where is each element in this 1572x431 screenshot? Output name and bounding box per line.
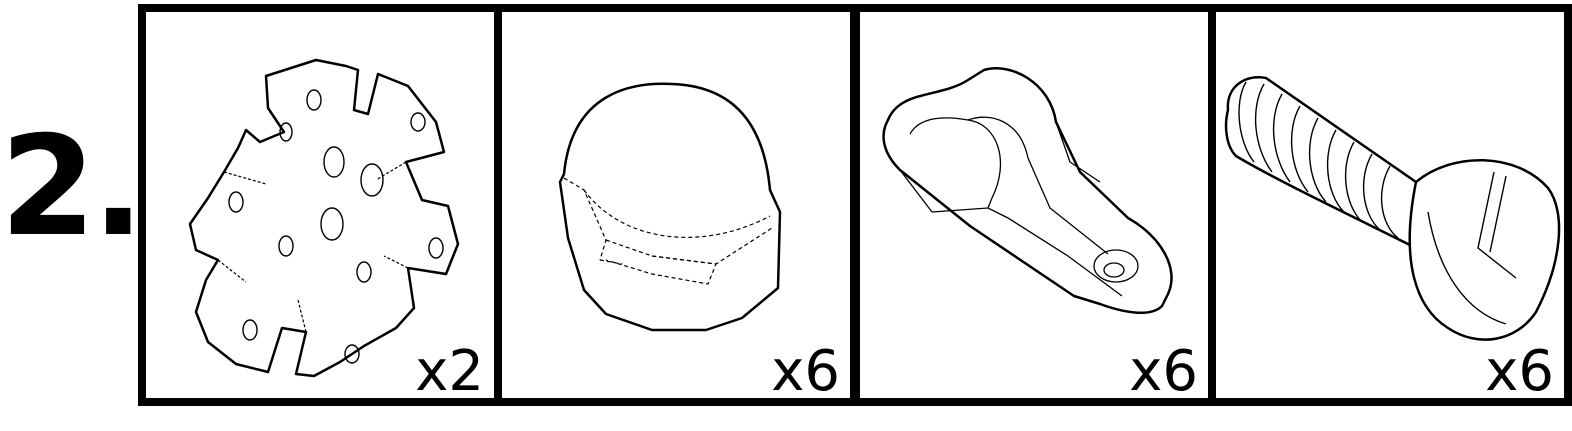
part-panel-star-washer: x2: [138, 4, 502, 406]
quantity-label: x6: [771, 339, 840, 404]
quantity-label: x6: [1129, 339, 1198, 404]
part-panel-cable-clip: x6: [852, 4, 1216, 406]
part-panel-cap-nut: x6: [494, 4, 858, 406]
part-panel-slotted-screw: x6: [1208, 4, 1572, 406]
cap-nut-icon: [558, 82, 782, 332]
quantity-label: x6: [1485, 339, 1554, 404]
slotted-screw-icon: [1224, 76, 1561, 341]
star-washer-icon: [188, 58, 460, 378]
step-number: 2.: [0, 106, 144, 267]
cable-clip-icon: [882, 67, 1173, 314]
quantity-label: x2: [415, 339, 484, 404]
